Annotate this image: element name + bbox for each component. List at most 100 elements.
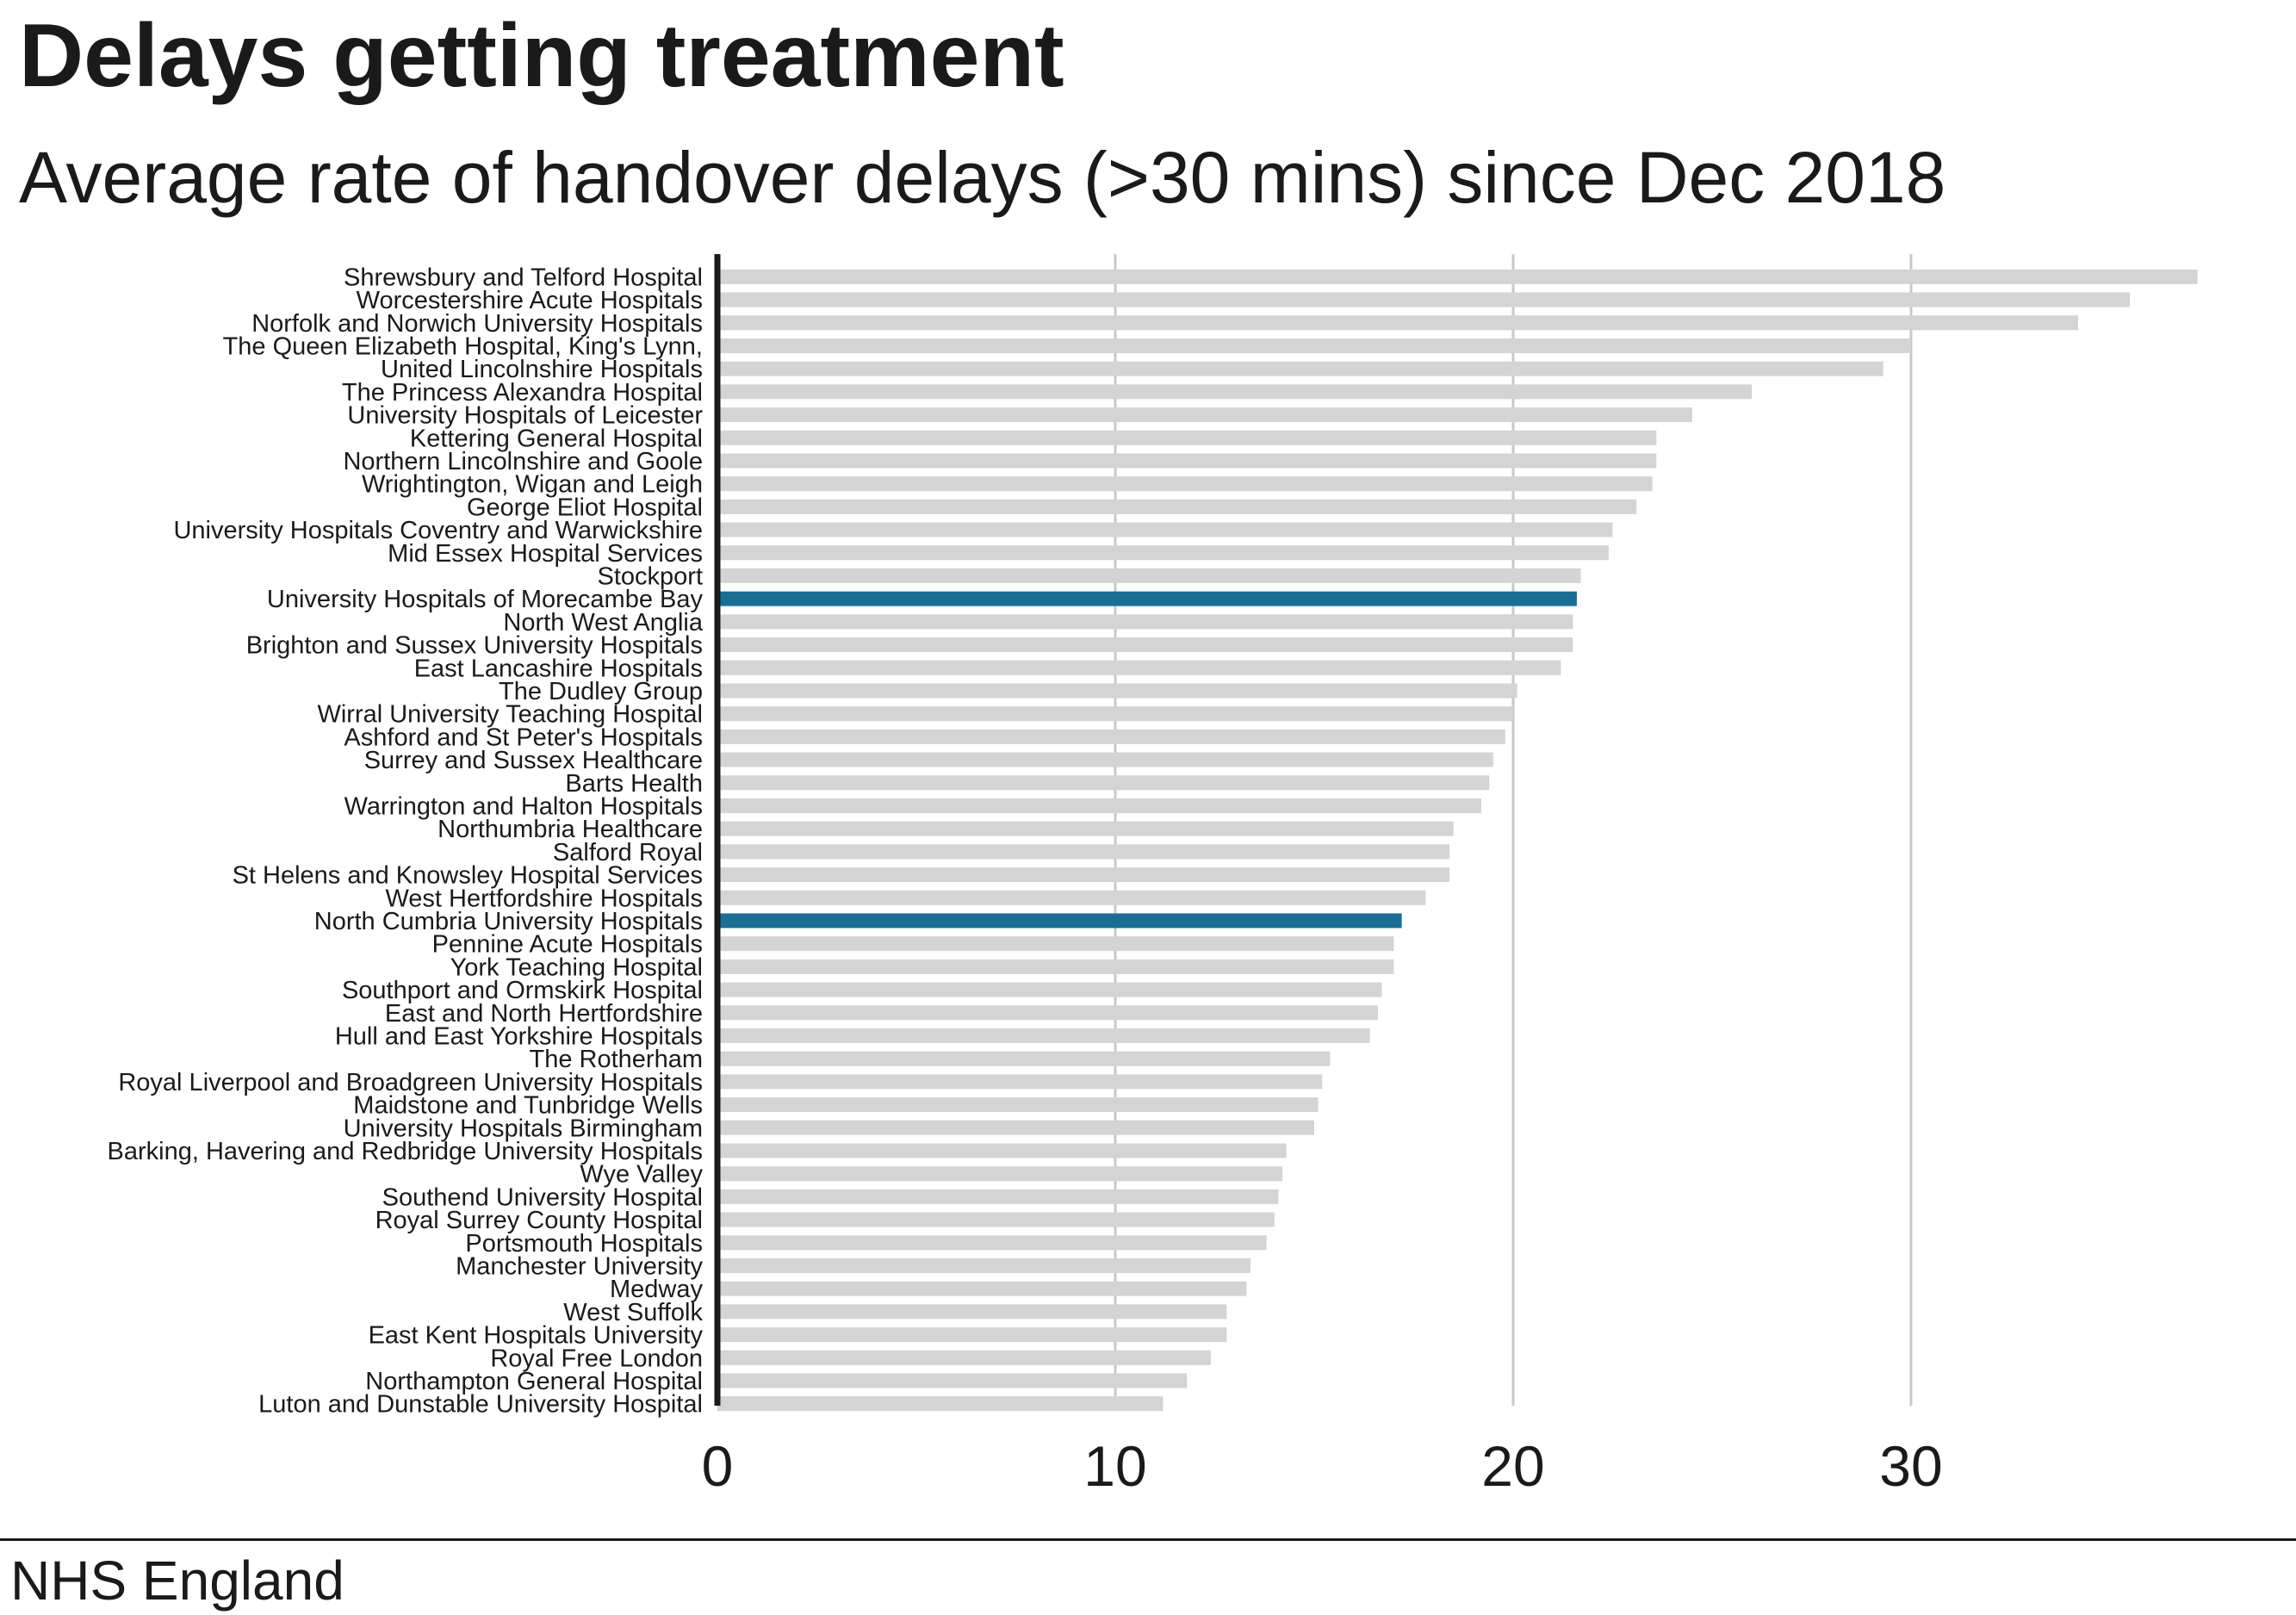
category-label: Surrey and Sussex Healthcare: [364, 747, 703, 774]
bar: [717, 407, 1692, 423]
bar: [717, 821, 1454, 836]
category-label: Northern Lincolnshire and Goole: [343, 448, 703, 475]
bar: [717, 1051, 1331, 1066]
bar: [717, 1166, 1283, 1182]
bar: [717, 982, 1382, 997]
bar: [717, 844, 1450, 860]
bar: [717, 637, 1573, 653]
category-label: West Suffolk: [563, 1299, 703, 1326]
bar: [717, 1373, 1188, 1388]
category-label: St Helens and Knowsley Hospital Services: [233, 862, 703, 890]
bar: [717, 683, 1517, 699]
category-label: Royal Free London: [490, 1345, 703, 1372]
category-label: Southend University Hospital: [382, 1183, 703, 1211]
bar: [717, 1304, 1227, 1320]
category-label: Maidstone and Tunbridge Wells: [353, 1092, 703, 1120]
category-label: Wrightington, Wigan and Leigh: [362, 471, 703, 499]
bar-highlighted: [717, 913, 1402, 929]
bar: [717, 545, 1609, 561]
bar: [717, 706, 1513, 722]
category-label: East Lancashire Hospitals: [414, 655, 703, 682]
bar-highlighted: [717, 591, 1577, 606]
x-tick-label: 30: [1879, 1434, 1942, 1498]
x-tick-label: 20: [1481, 1434, 1544, 1498]
bar-chart: Shrewsbury and Telford HospitalWorcester…: [108, 254, 2198, 1498]
bar: [717, 1327, 1227, 1343]
bar: [717, 1097, 1319, 1113]
bar: [717, 660, 1561, 675]
category-label: University Hospitals of Leicester: [347, 402, 703, 430]
category-label: Hull and East Yorkshire Hospitals: [335, 1022, 703, 1050]
category-label: Barking, Havering and Redbridge Universi…: [108, 1138, 704, 1165]
bar: [717, 729, 1505, 744]
category-label: Wye Valley: [580, 1161, 703, 1189]
category-label: Salford Royal: [553, 839, 703, 867]
bar: [717, 384, 1753, 400]
category-label: East and North Hertfordshire: [385, 1000, 703, 1028]
bars: [717, 269, 2198, 1412]
category-label: United Lincolnshire Hospitals: [381, 356, 703, 383]
chart-subtitle: Average rate of handover delays (>30 min…: [19, 137, 1946, 218]
category-label: Southport and Ormskirk Hospital: [342, 977, 703, 1004]
category-label: Stockport: [598, 562, 704, 590]
bar: [717, 292, 2131, 307]
category-label: University Hospitals Birmingham: [344, 1115, 703, 1142]
bar: [717, 568, 1581, 583]
x-tick-label: 10: [1083, 1434, 1146, 1498]
bar: [717, 269, 2198, 284]
category-label: Ashford and St Peter's Hospitals: [344, 724, 703, 751]
bar: [717, 1281, 1247, 1296]
category-label: Shrewsbury and Telford Hospital: [344, 264, 703, 291]
footer-divider: [0, 1538, 2296, 1541]
bar: [717, 430, 1657, 445]
bar: [717, 1189, 1279, 1204]
category-label: Worcestershire Acute Hospitals: [357, 287, 703, 314]
x-tick-labels: 0 10 20 30: [702, 1434, 1943, 1498]
bar: [717, 959, 1394, 974]
bar: [717, 499, 1637, 514]
category-labels: Shrewsbury and Telford HospitalWorcester…: [108, 264, 704, 1418]
bar: [717, 936, 1394, 952]
bar: [717, 361, 1883, 376]
x-tick-label: 0: [702, 1434, 734, 1498]
chart-title: Delays getting treatment: [19, 6, 1064, 106]
bar: [717, 453, 1657, 469]
category-label: North West Anglia: [503, 609, 703, 637]
bar: [717, 1005, 1378, 1021]
source-note: NHS England: [10, 1550, 344, 1612]
category-label: George Eliot Hospital: [467, 494, 703, 521]
category-label: University Hospitals Coventry and Warwic…: [173, 517, 703, 544]
category-label: Barts Health: [565, 770, 703, 798]
category-label: Mid Essex Hospital Services: [388, 540, 703, 568]
bar: [717, 1074, 1323, 1090]
bar: [717, 1120, 1314, 1135]
category-label: The Queen Elizabeth Hospital, King's Lyn…: [223, 332, 703, 360]
bar: [717, 890, 1426, 905]
category-label: Luton and Dunstable University Hospital: [258, 1391, 703, 1419]
category-label: University Hospitals of Morecambe Bay: [267, 586, 704, 613]
category-label: Norfolk and Norwich University Hospitals: [251, 310, 703, 338]
bar: [717, 798, 1482, 813]
category-label: Northumbria Healthcare: [437, 816, 703, 843]
bar: [717, 867, 1450, 883]
bar: [717, 338, 1911, 353]
bar: [717, 752, 1493, 767]
category-label: Pennine Acute Hospitals: [432, 931, 703, 959]
bar: [717, 775, 1490, 791]
category-label: Northampton General Hospital: [365, 1368, 703, 1395]
bar: [717, 1028, 1370, 1043]
category-label: The Dudley Group: [499, 678, 703, 705]
category-label: York Teaching Hospital: [450, 953, 703, 981]
category-label: North Cumbria University Hospitals: [314, 908, 703, 935]
category-label: East Kent Hospitals University: [369, 1322, 704, 1350]
bar: [717, 476, 1653, 492]
bar: [717, 522, 1613, 537]
category-label: Warrington and Halton Hospitals: [344, 792, 703, 820]
category-label: Portsmouth Hospitals: [465, 1230, 703, 1258]
category-label: Kettering General Hospital: [410, 425, 703, 452]
bar: [717, 1396, 1164, 1412]
category-label: Manchester University: [456, 1252, 703, 1280]
bar: [717, 315, 2079, 331]
category-label: The Rotherham: [530, 1046, 704, 1073]
bar: [717, 1212, 1275, 1227]
